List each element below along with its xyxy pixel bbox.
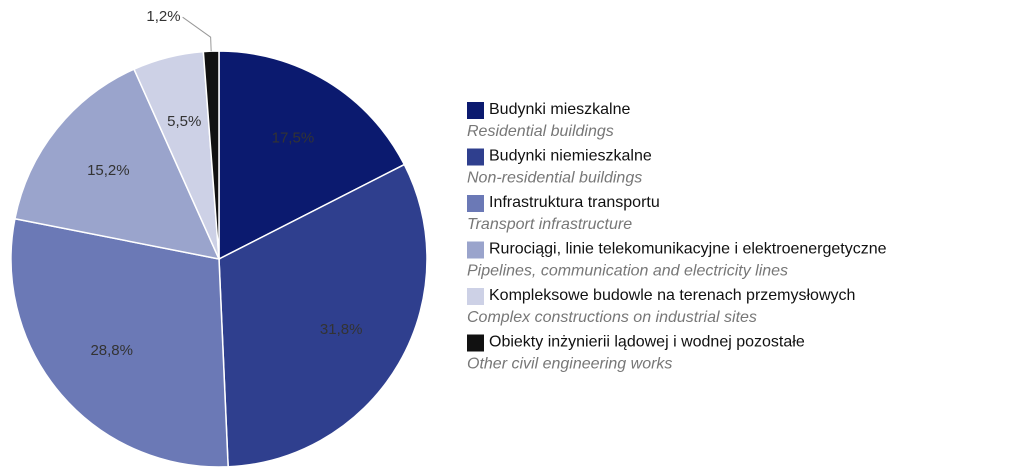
legend-swatch bbox=[467, 148, 484, 166]
legend-label-en: Other civil engineering works bbox=[467, 356, 672, 373]
legend-label: Obiekty inżynierii lądowej i wodnej pozo… bbox=[489, 334, 805, 351]
legend-label-en: Pipelines, communication and electricity… bbox=[467, 263, 788, 280]
legend-swatch bbox=[467, 241, 484, 259]
legend-label: Infrastruktura transportu bbox=[489, 194, 660, 211]
pie-slice bbox=[218, 163, 428, 467]
pie-slice bbox=[14, 68, 221, 261]
legend-label: Kompleksowe budowle na terenach przemysł… bbox=[489, 287, 855, 304]
legend-label-en: Complex constructions on industrial site… bbox=[467, 309, 757, 326]
legend-swatch bbox=[467, 334, 484, 352]
data-label: 1,2% bbox=[146, 8, 180, 25]
data-label: 5,5% bbox=[167, 113, 201, 130]
data-label: 17,5% bbox=[272, 129, 315, 146]
legend-label: Budynki niemieszkalne bbox=[489, 148, 652, 165]
legend-swatch bbox=[467, 102, 484, 119]
legend-label-en: Non-residential buildings bbox=[467, 170, 642, 187]
legend-swatch bbox=[467, 195, 484, 212]
legend-swatch bbox=[467, 288, 484, 305]
pie-slice bbox=[218, 50, 406, 261]
leader-line bbox=[182, 16, 212, 52]
legend-label: Rurociągi, linie telekomunikacyjne i ele… bbox=[489, 241, 887, 258]
data-label: 28,8% bbox=[90, 342, 133, 359]
legend-label-en: Transport infrastructure bbox=[467, 216, 632, 233]
data-label: 15,2% bbox=[87, 162, 130, 179]
pie-slice bbox=[202, 50, 220, 260]
legend-label: Budynki mieszkalne bbox=[489, 101, 631, 118]
legend-label-en: Residential buildings bbox=[467, 123, 614, 140]
data-label: 31,8% bbox=[320, 321, 363, 338]
pie-slice bbox=[10, 217, 229, 467]
